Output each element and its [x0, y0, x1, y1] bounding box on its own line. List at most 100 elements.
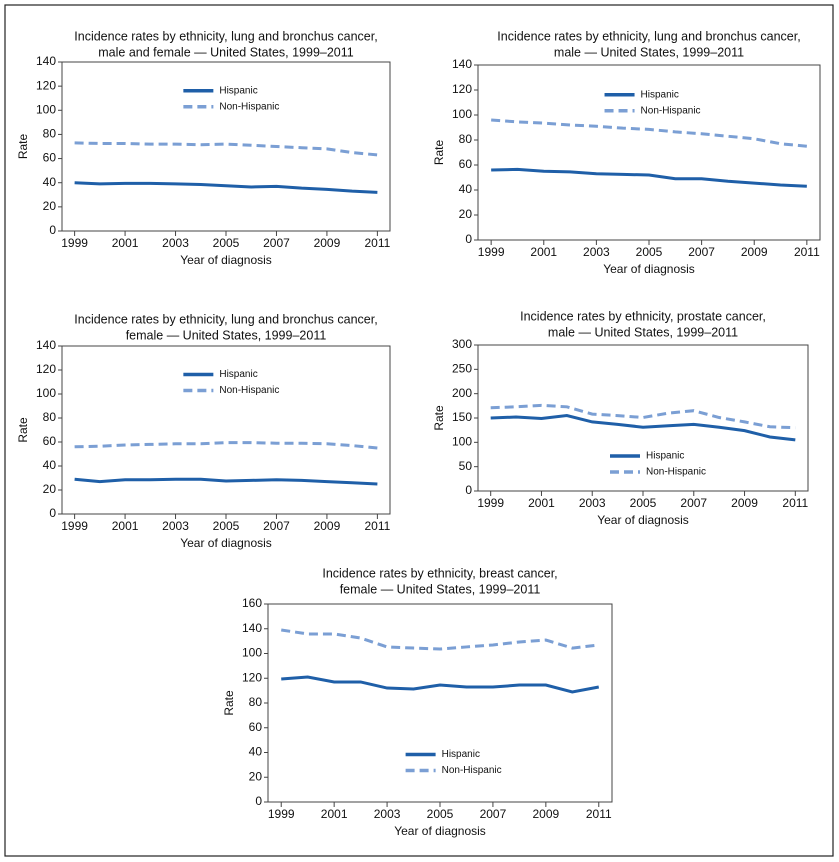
legend-label: Non-Hispanic	[442, 765, 502, 776]
legend-label: Hispanic	[219, 85, 257, 96]
x-tick-label: 2011	[586, 807, 612, 821]
y-tick-label: 140	[36, 338, 56, 352]
y-tick-label: 80	[43, 127, 57, 141]
y-tick-label: 0	[465, 483, 472, 497]
y-tick-label: 120	[242, 670, 262, 684]
chart-title: Incidence rates by ethnicity, prostate c…	[520, 309, 766, 323]
x-axis-label: Year of diagnosis	[394, 824, 486, 838]
x-tick-label: 1999	[477, 496, 504, 510]
y-tick-label: 60	[249, 720, 263, 734]
x-tick-label: 2009	[741, 245, 768, 259]
x-tick-label: 2009	[314, 519, 341, 533]
legend-label: Non-Hispanic	[641, 105, 701, 116]
y-tick-label: 250	[452, 362, 472, 376]
x-tick-label: 2003	[579, 496, 606, 510]
y-tick-label: 100	[36, 102, 56, 116]
y-tick-label: 100	[452, 435, 472, 449]
y-tick-label: 0	[49, 506, 56, 520]
y-tick-label: 160	[242, 596, 262, 610]
y-tick-label: 20	[459, 207, 473, 221]
x-tick-label: 2011	[364, 236, 390, 250]
y-axis-label: Rate	[16, 134, 30, 160]
series-line	[490, 403, 796, 430]
x-tick-label: 2001	[112, 519, 139, 533]
x-tick-label: 2001	[321, 807, 348, 821]
x-tick-label: 2007	[688, 245, 715, 259]
series-line	[74, 441, 378, 450]
y-tick-label: 100	[452, 107, 472, 121]
y-tick-label: 60	[459, 157, 473, 171]
y-tick-label: 200	[452, 386, 472, 400]
series-line	[281, 675, 600, 694]
legend-label: Hispanic	[641, 89, 679, 100]
x-tick-label: 2005	[213, 519, 240, 533]
y-axis-label: Rate	[432, 140, 446, 166]
chart-title: female — United States, 1999–2011	[126, 328, 327, 342]
x-tick-label: 2001	[530, 245, 557, 259]
plot-frame	[267, 603, 613, 803]
legend-label: Non-Hispanic	[646, 467, 706, 478]
x-axis-label: Year of diagnosis	[180, 536, 272, 550]
y-tick-label: 300	[452, 337, 472, 351]
x-tick-label: 2001	[528, 496, 555, 510]
x-tick-label: 2005	[636, 245, 663, 259]
x-tick-label: 2003	[162, 236, 189, 250]
y-tick-label: 120	[452, 82, 472, 96]
chart-title: male — United States, 1999–2011	[554, 45, 744, 59]
x-tick-label: 2011	[782, 496, 808, 510]
series-line	[74, 141, 378, 157]
y-axis-label: Rate	[16, 417, 30, 443]
x-tick-label: 1999	[61, 519, 88, 533]
series-line	[74, 181, 378, 194]
x-tick-label: 2003	[583, 245, 610, 259]
y-tick-label: 80	[459, 132, 473, 146]
x-tick-label: 2001	[112, 236, 139, 250]
chart-title: Incidence rates by ethnicity, lung and b…	[497, 29, 800, 43]
y-axis-label: Rate	[222, 690, 236, 716]
x-axis-label: Year of diagnosis	[597, 513, 689, 527]
figure-border	[4, 4, 834, 857]
y-tick-label: 100	[242, 646, 262, 660]
y-tick-label: 40	[459, 182, 473, 196]
series-line	[281, 628, 599, 651]
x-tick-label: 2009	[532, 807, 559, 821]
y-tick-label: 20	[43, 482, 57, 496]
x-tick-label: 2007	[263, 519, 290, 533]
y-tick-label: 80	[43, 410, 57, 424]
y-tick-label: 60	[43, 151, 57, 165]
legend-label: Non-Hispanic	[219, 385, 279, 396]
series-line	[491, 167, 807, 188]
y-tick-label: 120	[36, 362, 56, 376]
x-axis-label: Year of diagnosis	[180, 253, 272, 267]
x-tick-label: 2007	[263, 236, 290, 250]
x-tick-label: 2003	[162, 519, 189, 533]
x-tick-label: 1999	[61, 236, 88, 250]
y-tick-label: 0	[465, 232, 472, 246]
y-axis-label: Rate	[432, 405, 446, 431]
y-tick-label: 150	[452, 410, 472, 424]
x-tick-label: 2005	[630, 496, 657, 510]
chart-title: Incidence rates by ethnicity, lung and b…	[74, 29, 377, 43]
x-tick-label: 2007	[480, 807, 507, 821]
legend-label: Hispanic	[646, 451, 684, 462]
x-tick-label: 2005	[427, 807, 454, 821]
x-tick-label: 2009	[314, 236, 341, 250]
y-tick-label: 0	[49, 223, 56, 237]
x-axis-label: Year of diagnosis	[603, 262, 695, 276]
y-tick-label: 50	[459, 459, 473, 473]
x-tick-label: 2009	[731, 496, 758, 510]
y-tick-label: 80	[249, 695, 263, 709]
chart-title: Incidence rates by ethnicity, lung and b…	[74, 312, 377, 326]
series-line	[490, 414, 796, 442]
chart-title: male — United States, 1999–2011	[548, 325, 738, 339]
series-line	[74, 477, 378, 486]
y-tick-label: 140	[36, 54, 56, 68]
y-tick-label: 140	[242, 621, 262, 635]
chart-title: female — United States, 1999–2011	[340, 582, 541, 596]
legend-label: Non-Hispanic	[219, 101, 279, 112]
x-tick-label: 1999	[478, 245, 505, 259]
x-tick-label: 2005	[213, 236, 240, 250]
series-line	[491, 118, 807, 148]
y-tick-label: 0	[255, 794, 262, 808]
